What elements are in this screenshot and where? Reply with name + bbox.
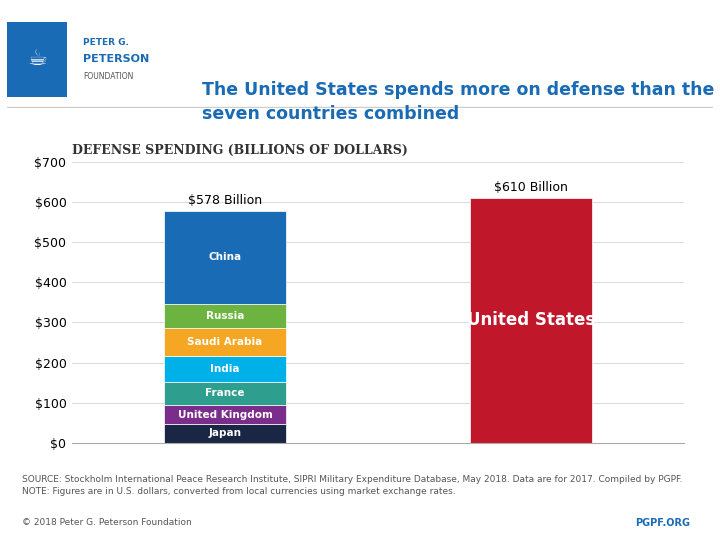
Text: © 2018 Peter G. Peterson Foundation: © 2018 Peter G. Peterson Foundation <box>22 518 192 528</box>
Text: Russia: Russia <box>206 311 244 321</box>
Text: $610 Billion: $610 Billion <box>494 181 568 194</box>
Bar <box>164 328 287 356</box>
Text: The United States spends more on defense than the next
seven countries combined: The United States spends more on defense… <box>202 81 720 123</box>
Text: PETER G.: PETER G. <box>84 38 129 48</box>
Bar <box>164 303 287 328</box>
Bar <box>164 424 287 443</box>
FancyBboxPatch shape <box>7 22 68 97</box>
Bar <box>164 405 287 424</box>
Text: $578 Billion: $578 Billion <box>188 194 262 207</box>
Bar <box>470 198 593 443</box>
Text: United Kingdom: United Kingdom <box>178 409 272 420</box>
Text: China: China <box>208 252 242 262</box>
Text: ☕: ☕ <box>27 49 48 70</box>
Text: France: France <box>205 388 245 399</box>
Bar <box>164 356 287 382</box>
Text: India: India <box>210 364 240 374</box>
Text: PETERSON: PETERSON <box>84 55 150 64</box>
Text: Japan: Japan <box>209 428 241 438</box>
Text: SOURCE: Stockholm International Peace Research Institute, SIPRI Military Expendi: SOURCE: Stockholm International Peace Re… <box>22 475 682 496</box>
Bar <box>164 211 287 303</box>
Text: DEFENSE SPENDING (BILLIONS OF DOLLARS): DEFENSE SPENDING (BILLIONS OF DOLLARS) <box>72 144 408 157</box>
Text: United States: United States <box>467 312 595 329</box>
Bar <box>164 382 287 405</box>
Text: PGPF.ORG: PGPF.ORG <box>635 518 690 529</box>
Text: Saudi Arabia: Saudi Arabia <box>187 337 263 347</box>
Text: FOUNDATION: FOUNDATION <box>84 71 134 80</box>
